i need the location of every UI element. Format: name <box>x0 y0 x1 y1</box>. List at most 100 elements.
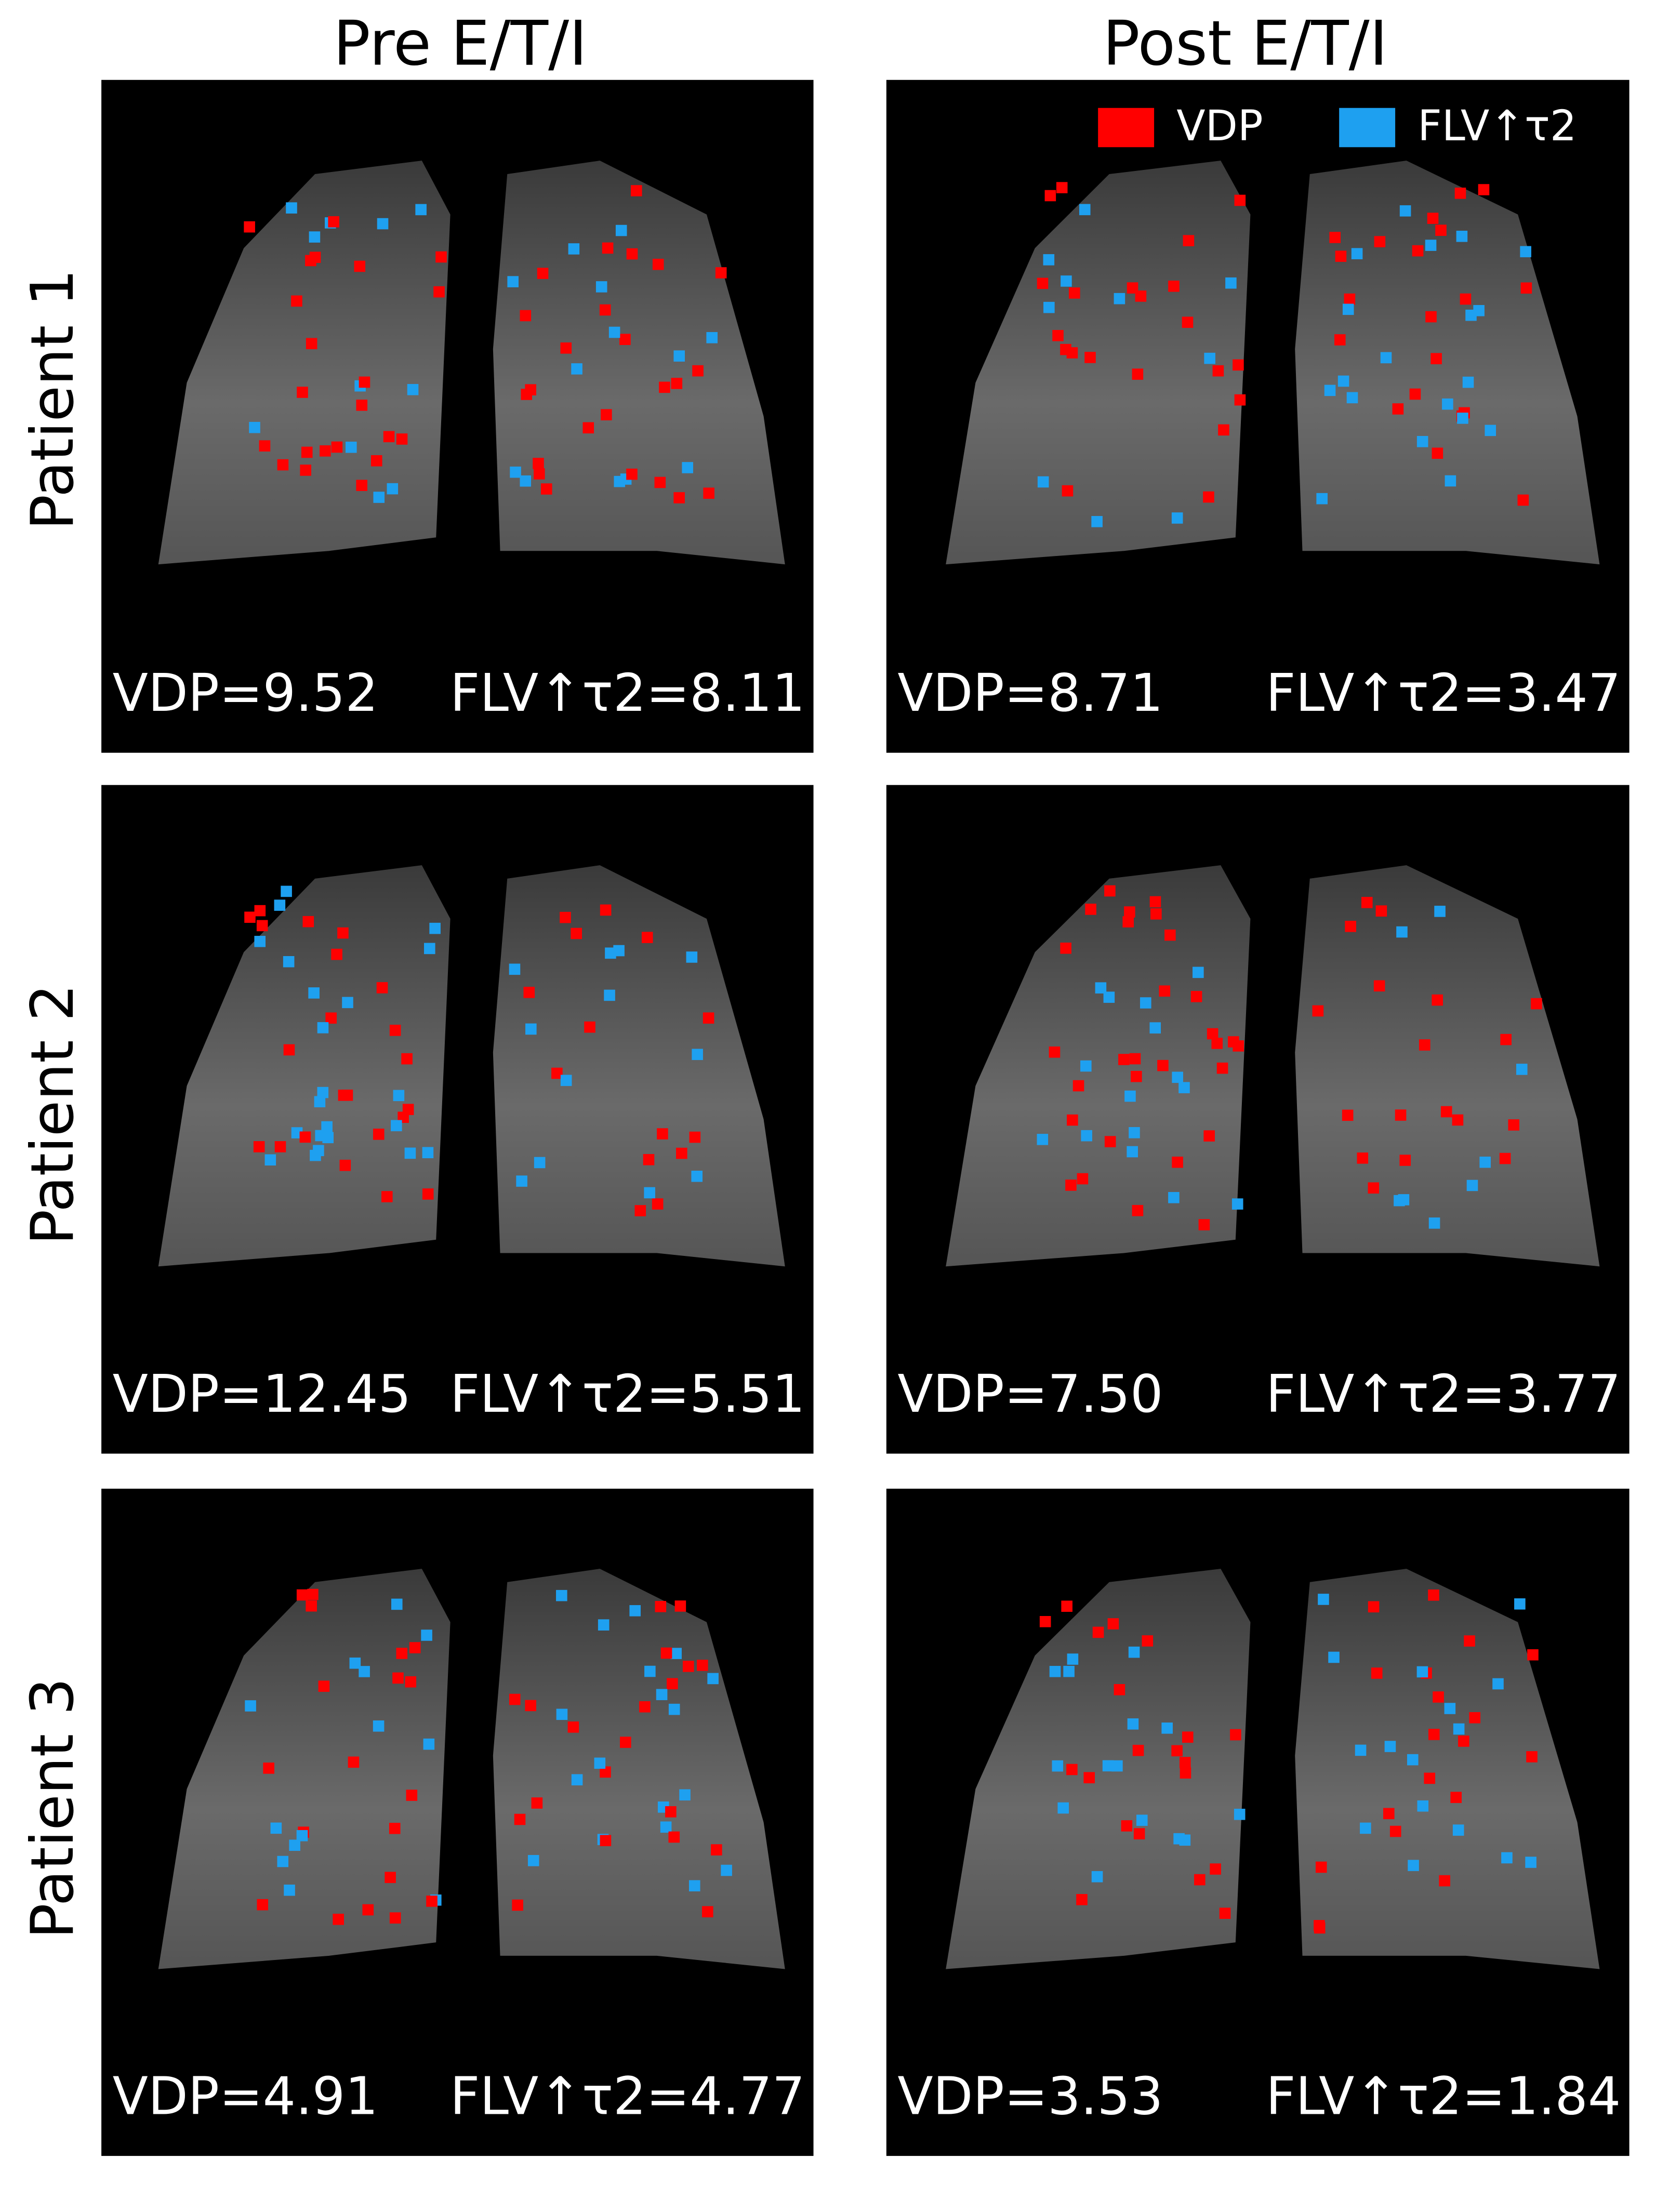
voxel <box>277 1856 289 1867</box>
voxel <box>342 997 353 1009</box>
voxel <box>1129 1053 1141 1065</box>
voxel <box>1407 1754 1419 1766</box>
voxel <box>509 1693 521 1705</box>
voxel <box>1103 991 1115 1003</box>
voxel <box>1114 1684 1125 1696</box>
voxel <box>308 987 320 999</box>
voxel <box>1508 1119 1520 1131</box>
voxel <box>393 1090 405 1102</box>
voxel <box>391 1120 402 1132</box>
voxel <box>331 441 343 453</box>
voxel <box>309 231 321 243</box>
voxel <box>426 1896 438 1907</box>
voxel <box>1210 1863 1221 1875</box>
column-title: Pre E/T/I <box>333 7 587 79</box>
left-lung <box>946 161 1251 565</box>
voxel <box>415 204 427 216</box>
voxel <box>283 1044 295 1056</box>
flv-value: FLV↑τ2=3.77 <box>1266 1363 1621 1424</box>
voxel <box>1132 1204 1144 1216</box>
voxel <box>291 295 302 307</box>
right-lung <box>1295 1569 1600 1969</box>
vdp-value: VDP=9.52 <box>113 663 378 723</box>
voxel <box>356 480 367 491</box>
voxel <box>321 1121 333 1133</box>
voxel <box>1104 1136 1116 1147</box>
voxel <box>289 1839 300 1851</box>
image-panel: VDP=7.50 FLV↑τ2=3.77 <box>886 785 1630 1454</box>
voxel <box>1428 1589 1439 1601</box>
voxel <box>297 387 308 398</box>
voxel <box>1044 190 1056 202</box>
voxel <box>1092 1626 1104 1638</box>
voxel <box>1128 1646 1140 1658</box>
voxel <box>1052 1760 1064 1772</box>
voxel <box>1346 392 1358 404</box>
voxel <box>1499 1153 1511 1164</box>
vdp-value: VDP=3.53 <box>897 2066 1163 2127</box>
voxel <box>1178 1082 1190 1093</box>
voxel <box>560 1075 572 1087</box>
voxel <box>309 251 321 263</box>
voxel <box>1383 1808 1395 1820</box>
voxel <box>1328 1651 1340 1663</box>
voxel <box>1190 991 1202 1002</box>
voxel <box>668 1703 680 1715</box>
voxel <box>320 445 331 457</box>
voxel <box>679 1789 691 1801</box>
voxel <box>1464 1635 1475 1647</box>
voxel <box>1182 316 1194 328</box>
voxel <box>1203 491 1214 503</box>
voxel <box>523 987 535 998</box>
voxel <box>1104 885 1116 897</box>
voxel <box>568 243 580 255</box>
voxel <box>1514 1598 1526 1610</box>
voxel <box>533 458 544 469</box>
voxel <box>1168 281 1180 292</box>
voxel <box>1318 1594 1329 1605</box>
voxel <box>660 1647 672 1659</box>
voxel <box>1342 303 1354 315</box>
voxel <box>1149 1022 1161 1034</box>
voxel <box>1133 1828 1145 1839</box>
voxel <box>1084 352 1096 363</box>
voxel <box>391 1598 403 1610</box>
right-lung <box>493 1569 785 1969</box>
voxel <box>328 216 339 228</box>
voxel <box>1118 1054 1130 1065</box>
voxel <box>673 492 685 504</box>
voxel <box>306 338 317 350</box>
voxel <box>1172 1071 1183 1083</box>
voxel <box>1344 293 1356 305</box>
vdp-value: VDP=7.50 <box>897 1363 1163 1424</box>
voxel <box>1412 245 1424 257</box>
voxel <box>314 1096 326 1107</box>
voxel <box>387 483 399 495</box>
voxel <box>401 1053 413 1065</box>
voxel <box>711 1844 722 1856</box>
voxel <box>1072 1080 1084 1092</box>
voxel <box>396 433 408 445</box>
voxel <box>1159 985 1171 997</box>
voxel <box>1460 293 1472 305</box>
voxel <box>1425 311 1437 323</box>
voxel <box>525 1700 536 1712</box>
voxel <box>600 1766 611 1778</box>
voxel <box>339 1159 351 1171</box>
voxel <box>1527 1649 1539 1661</box>
voxel <box>1233 1040 1244 1052</box>
voxel <box>604 989 615 1001</box>
voxel <box>1434 906 1446 917</box>
voxel <box>1444 1703 1456 1714</box>
voxel <box>660 1821 672 1833</box>
voxel <box>313 1145 324 1157</box>
voxel <box>560 342 572 354</box>
voxel <box>1037 476 1049 488</box>
voxel <box>1452 1824 1464 1836</box>
voxel <box>703 487 714 499</box>
voxel <box>376 982 388 994</box>
voxel <box>1131 1070 1142 1082</box>
voxel <box>1091 516 1103 527</box>
voxel <box>668 1831 680 1843</box>
